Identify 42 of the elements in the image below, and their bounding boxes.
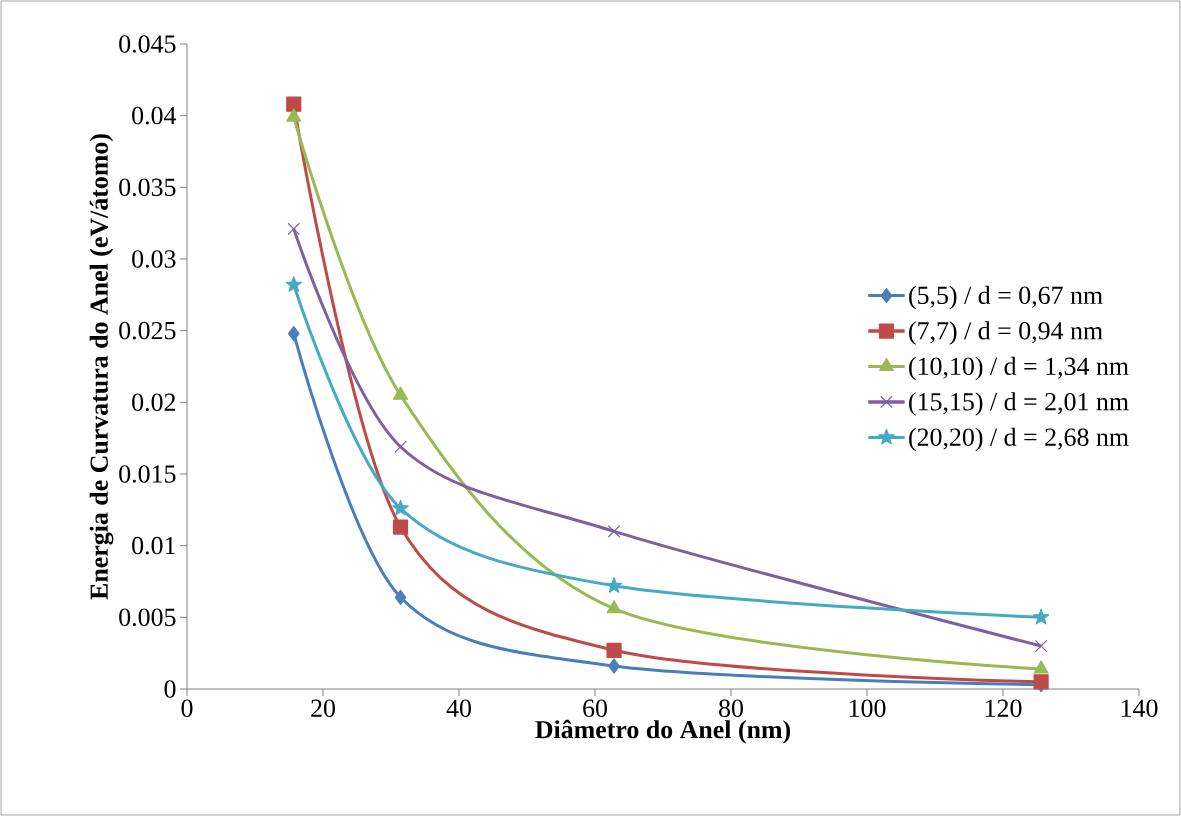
x-tick-label: 140	[1121, 699, 1158, 717]
x-tick-label: 80	[719, 699, 743, 717]
y-tick-label: 0.035	[119, 178, 176, 197]
y-tick-label: 0.04	[132, 106, 177, 125]
x-tick-label: 120	[985, 699, 1022, 717]
point	[606, 642, 622, 658]
x-tick-label: 60	[583, 699, 607, 717]
point	[286, 96, 302, 112]
y-tick-label: 0	[164, 680, 176, 698]
point	[392, 499, 409, 516]
y-tick-label: 0.005	[119, 608, 176, 627]
y-tick-label: 0.015	[119, 465, 176, 483]
point	[608, 658, 620, 674]
point	[1033, 660, 1049, 674]
point	[287, 325, 300, 342]
x-tick-label: 100	[849, 699, 886, 717]
y-axis-title: Energia de Curvatura do Anel (eV/átomo)	[89, 134, 114, 600]
point	[606, 600, 622, 614]
y-tick-label: 0.01	[132, 536, 175, 555]
point	[394, 589, 407, 605]
x-axis-title: Diâmetro do Anel (nm)	[535, 719, 791, 744]
point	[607, 525, 621, 538]
legend-label: (7,7) / d = 0,94 nm	[909, 321, 1103, 345]
x-tick-label: 20	[311, 699, 335, 717]
point	[605, 577, 623, 593]
point	[285, 276, 302, 292]
point	[392, 519, 409, 535]
point	[392, 386, 409, 400]
x-tick-label: 40	[446, 699, 471, 717]
point	[287, 222, 301, 236]
y-tick-label: 0.045	[119, 35, 176, 53]
legend-label: (5,5) / d = 0,67 nm	[909, 285, 1103, 310]
legend-label: (10,10) / d = 1,34 nm	[909, 356, 1129, 381]
x-tick-label: 0	[181, 699, 193, 717]
point	[1034, 639, 1048, 653]
legend-label: (20,20) / d = 2,68 nm	[909, 427, 1129, 452]
point	[1032, 608, 1050, 625]
point	[286, 108, 302, 122]
legend-label: (15,15) / d = 2,01 nm	[909, 392, 1129, 416]
y-tick-label: 0.025	[119, 321, 176, 340]
y-tick-label: 0.02	[132, 393, 176, 412]
y-tick-label: 0.03	[132, 250, 176, 268]
